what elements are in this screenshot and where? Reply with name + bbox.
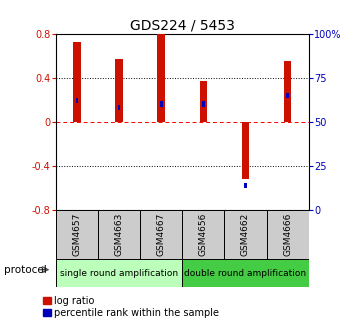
Bar xyxy=(284,61,291,122)
Text: GSM4656: GSM4656 xyxy=(199,213,208,256)
Bar xyxy=(98,210,140,259)
Text: double round amplification: double round amplification xyxy=(184,268,306,278)
Text: single round amplification: single round amplification xyxy=(60,268,178,278)
Bar xyxy=(76,98,78,103)
Bar xyxy=(202,101,205,107)
Bar xyxy=(56,210,98,259)
Bar xyxy=(182,210,225,259)
Bar xyxy=(118,105,120,111)
Bar xyxy=(73,42,81,122)
Bar xyxy=(157,34,165,122)
Text: protocol: protocol xyxy=(4,265,46,275)
Bar xyxy=(56,259,182,287)
Bar xyxy=(244,182,247,188)
Bar xyxy=(225,210,266,259)
Text: GSM4662: GSM4662 xyxy=(241,213,250,256)
Text: GSM4657: GSM4657 xyxy=(73,213,82,256)
Text: GSM4663: GSM4663 xyxy=(115,213,123,256)
Title: GDS224 / 5453: GDS224 / 5453 xyxy=(130,18,235,33)
Bar xyxy=(160,101,162,107)
Bar xyxy=(266,210,309,259)
Text: GSM4666: GSM4666 xyxy=(283,213,292,256)
Bar xyxy=(115,59,123,122)
Bar xyxy=(200,81,207,122)
Bar xyxy=(140,210,182,259)
Bar xyxy=(182,259,309,287)
Legend: log ratio, percentile rank within the sample: log ratio, percentile rank within the sa… xyxy=(43,295,219,318)
Bar xyxy=(286,93,289,98)
Bar xyxy=(242,122,249,179)
Text: GSM4667: GSM4667 xyxy=(157,213,166,256)
